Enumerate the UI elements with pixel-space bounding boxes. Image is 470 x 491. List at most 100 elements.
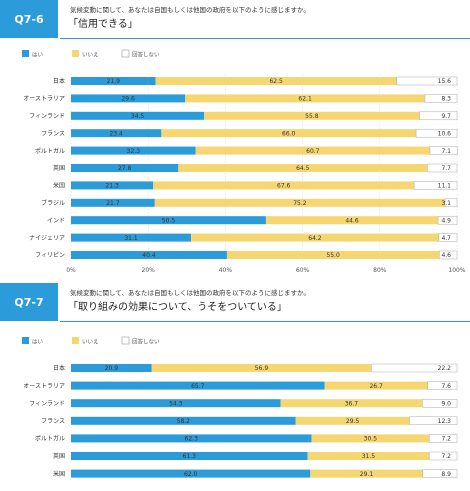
bar-segment [71,416,296,425]
q7-7-id-box: Q7-7 [0,283,58,321]
q7-6-title: 「信用できる」 [68,19,138,30]
category-label: ポルトガル [35,435,65,443]
bar-segment [71,233,192,242]
data-label: 8.9 [441,471,451,478]
bar-segment [310,469,423,478]
legend-no-label: いいえ [82,339,99,346]
bar-segment [438,250,458,260]
category-label: フィンランド [29,400,65,407]
bar-segment [427,163,458,173]
data-label: 50.5 [162,217,176,224]
legend-noans-swatch [121,49,130,58]
bar-segment [161,129,417,138]
q7-6-panel: Q7-6 気候変動に関して、あなたは自国もしくは他国の政府を以下のように感じます… [0,0,470,39]
bar-segment [71,251,227,259]
bar-segment [185,94,425,103]
data-label: 31.5 [362,453,376,460]
data-label: 54.3 [169,400,183,407]
data-label: 4.6 [441,252,451,259]
tick-label: 20% [142,267,156,274]
bar-segment [444,198,458,208]
category-label: オーストラリア [23,383,65,390]
bar-segment [71,381,325,390]
bar-segment [419,111,458,121]
data-label: 55.8 [305,113,319,120]
q7-7-title-bar: 気候変動に関して、あなたは自国もしくは他国の政府を以下のように感じますか。 「取… [60,283,470,322]
legend-no-label: いいえ [82,52,99,59]
bar-segment [71,146,196,155]
q7-7-subtitle: 気候変動に関して、あなたは自国もしくは他国の政府を以下のように感じますか。 [70,289,310,297]
bar-segment [71,198,155,207]
data-label: 62.0 [184,471,198,478]
category-label: 日本 [53,364,65,372]
data-label: 3.1 [441,200,451,207]
data-label: 11.1 [438,183,452,190]
data-label: 61.3 [183,453,197,460]
bar-segment [195,146,430,155]
category-label: 米国 [53,182,65,190]
bar-segment [307,452,430,460]
q7-6-title-bar: 気候変動に関して、あなたは自国もしくは他国の政府を以下のように感じますか。 「信… [60,0,470,39]
bar-segment [226,251,440,259]
q7-7-header: Q7-7 気候変動に関して、あなたは自国もしくは他国の政府を以下のように感じます… [0,283,470,322]
data-label: 12.3 [438,418,452,425]
data-label: 58.2 [177,418,191,425]
category-label: 日本 [53,77,65,85]
data-label: 64.2 [308,235,322,242]
q7-7-title: 「取り組みの効果について、うそをついている」 [68,302,287,313]
legend-no-swatch [72,50,79,57]
legend-yes-swatch [22,50,29,57]
category-label: フィリピン [35,252,65,259]
legend-yes-label: はい [32,52,44,59]
bar-segment [71,129,162,138]
bar-segment [155,77,397,85]
bar-segment [424,94,458,103]
bar-segment [178,164,428,172]
data-label: 75.2 [293,200,307,207]
tick-label: 100% [448,267,465,274]
bar-segment [396,76,458,86]
category-label: オーストラリア [23,96,65,103]
data-label: 8.3 [441,96,451,103]
data-label: 66.0 [282,130,296,137]
data-label: 62.1 [298,96,312,103]
bar-segment [151,364,372,372]
bar-segment [71,111,205,120]
bar-segment [409,416,458,426]
legend-no-swatch [72,337,79,344]
data-label: 7.2 [441,436,451,443]
bar-segment [71,364,152,372]
legend-yes-swatch [22,337,29,344]
bar-segment [422,398,458,408]
data-label: 62.5 [269,78,283,85]
category-label: ポルトガル [35,147,65,155]
data-label: 7.1 [441,148,451,155]
bar-segment [437,215,458,225]
bar-segment [71,77,156,85]
bar-segment [153,181,415,190]
legend-noans-swatch [121,336,130,345]
data-label: 29.1 [360,471,374,478]
data-label: 7.7 [441,165,451,172]
data-label: 29.6 [121,96,135,103]
data-label: 40.4 [142,252,156,259]
data-label: 30.5 [364,436,378,443]
category-label: フランス [41,130,65,137]
category-label: 米国 [53,470,65,478]
data-label: 7.6 [441,383,451,390]
data-label: 20.9 [105,365,119,372]
category-label: ナイジェリア [29,235,65,242]
bar-segment [428,451,458,461]
bar-segment [71,399,281,408]
tick-label: 40% [219,267,233,274]
category-label: インド [47,217,65,224]
data-label: 7.2 [441,453,451,460]
bar-segment [204,111,420,120]
bar-segment [71,181,154,190]
data-label: 34.5 [131,113,145,120]
bar-segment [422,469,458,478]
bar-segment [311,434,430,443]
bar-segment [71,434,312,443]
